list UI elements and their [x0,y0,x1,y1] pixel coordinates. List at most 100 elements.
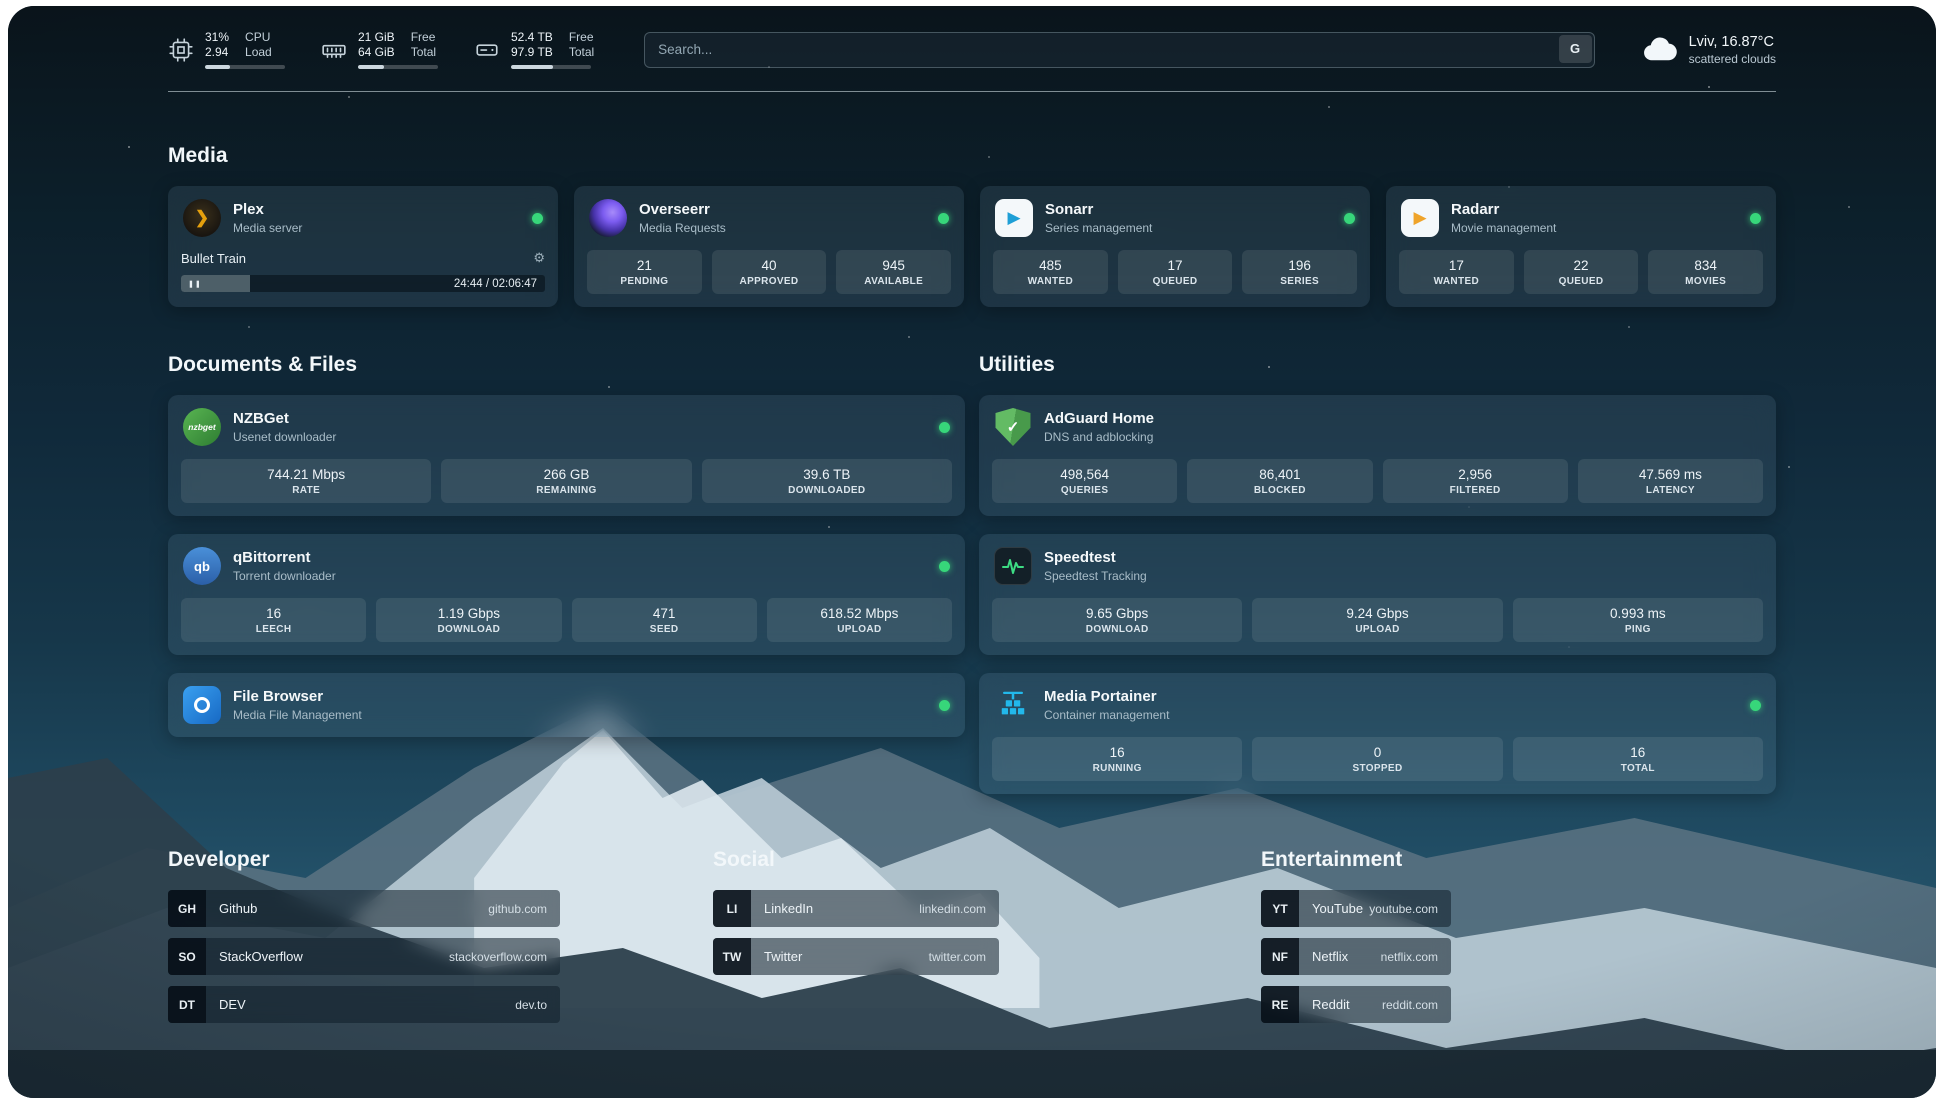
bookmark-github[interactable]: GH Github github.com [168,890,560,927]
app-card-nzbget[interactable]: nzbget NZBGet Usenet downloader 744.21 M… [168,395,965,516]
bookmark-abbr: TW [713,938,751,975]
bookmark-netflix[interactable]: NF Netflix netflix.com [1261,938,1451,975]
developer-section-title: Developer [168,848,270,871]
ram-meter-fill [358,65,385,69]
playback-progress-bar[interactable]: ❚❚ 24:44 / 02:06:47 [181,275,545,292]
section-media: Media ❯ Plex Media server Bullet Tr [168,144,1776,307]
app-card-sonarr[interactable]: ▶ Sonarr Series management 485 WANTED [980,186,1370,307]
stat-download: 1.19 Gbps DOWNLOAD [376,598,562,642]
weather-location: Lviv, 16.87°C [1688,33,1774,50]
search-bar: G [644,31,1595,68]
social-section-title: Social [713,848,775,871]
stat-approved: 40 APPROVED [711,250,827,294]
app-subtitle: Movie management [1451,221,1557,235]
status-dot-online [939,560,950,572]
app-card-plex[interactable]: ❯ Plex Media server Bullet Train ⚙ [168,186,558,307]
status-dot-online [1344,212,1355,224]
stat-available: 945 AVAILABLE [836,250,952,294]
app-name: AdGuard Home [1044,410,1155,427]
bookmark-abbr: NF [1261,938,1299,975]
app-card-adguard[interactable]: ✓ AdGuard Home DNS and adblocking 498,56… [979,395,1776,516]
app-name: qBittorrent [233,549,311,566]
bookmark-group-social: Social LI LinkedIn linkedin.com TW Twitt… [713,848,999,1034]
stat-rate: 744.21 Mbps RATE [181,459,432,503]
cpu-label-bottom: Load [245,45,272,59]
app-card-speedtest[interactable]: Speedtest Speedtest Tracking 9.65 Gbps D… [979,534,1776,655]
ram-meter [358,65,438,69]
cpu-load-value: 2.94 [205,45,229,59]
bookmark-abbr: LI [713,890,751,927]
documents-section-title: Documents & Files [168,353,358,376]
disk-meter [511,65,591,69]
bookmark-url: netflix.com [1380,949,1438,964]
cpu-label-top: CPU [245,30,271,44]
app-card-portainer[interactable]: Media Portainer Container management 16 … [979,673,1776,794]
app-subtitle: Usenet downloader [233,430,337,444]
app-card-overseerr[interactable]: Overseerr Media Requests 21 PENDING 40 A… [574,186,964,307]
status-dot-online [939,421,950,433]
settings-gear-icon[interactable]: ⚙ [533,250,545,265]
stat-downloaded: 39.6 TB DOWNLOADED [701,459,952,503]
disk-icon [474,37,500,63]
bookmark-reddit[interactable]: RE Reddit reddit.com [1261,986,1451,1023]
nzbget-icon: nzbget [183,408,221,446]
qbittorrent-icon: qb [183,547,221,585]
stat-pending: 21 PENDING [587,250,702,294]
nzbget-icon-text: nzbget [188,422,216,432]
disk-widget: 52.4 TB 97.9 TB Free Total [474,30,594,69]
stat-series: 196 SERIES [1242,250,1358,294]
adguard-check-glyph: ✓ [1006,419,1020,436]
bookmark-name: DEV [219,997,246,1012]
qbittorrent-icon-text: qb [194,558,210,574]
radarr-play-glyph: ▶ [1413,208,1427,227]
app-name: Speedtest [1044,549,1116,566]
stat-filtered: 2,956 FILTERED [1382,459,1568,503]
bookmark-name: Reddit [1312,997,1350,1012]
bookmark-abbr: YT [1261,890,1299,927]
ram-total-value: 64 GiB [358,45,395,59]
app-subtitle: DNS and adblocking [1044,430,1154,444]
stat-seed: 471 SEED [571,598,757,642]
bookmark-abbr: SO [168,938,206,975]
bookmark-name: YouTube [1312,901,1364,916]
app-name: Media Portainer [1044,688,1157,705]
bookmark-name: Github [219,901,258,916]
status-dot-online [1750,212,1761,224]
bookmark-dev[interactable]: DT DEV dev.to [168,986,560,1023]
bookmark-stackoverflow[interactable]: SO StackOverflow stackoverflow.com [168,938,560,975]
bookmark-url: youtube.com [1369,901,1438,916]
bookmark-youtube[interactable]: YT YouTube youtube.com [1261,890,1451,927]
search-engine-button[interactable]: G [1558,34,1592,63]
overseerr-icon [589,199,627,237]
app-card-filebrowser[interactable]: File Browser Media File Management [168,673,965,737]
disk-total-value: 97.9 TB [511,45,553,59]
radarr-icon: ▶ [1401,199,1439,237]
stat-upload: 9.24 Gbps UPLOAD [1252,598,1503,642]
app-subtitle: Speedtest Tracking [1044,569,1147,583]
playback-time: 24:44 / 02:06:47 [453,277,537,290]
pause-icon[interactable]: ❚❚ [188,280,202,288]
stat-remaining: 266 GB REMAINING [441,459,692,503]
bookmark-twitter[interactable]: TW Twitter twitter.com [713,938,999,975]
disk-meter-fill [511,65,554,69]
app-card-qbittorrent[interactable]: qb qBittorrent Torrent downloader 16 LEE… [168,534,965,655]
bookmark-abbr: DT [168,986,206,1023]
app-subtitle: Torrent downloader [233,569,336,583]
search-input[interactable] [644,31,1595,68]
bookmark-url: github.com [488,901,547,916]
app-name: File Browser [233,688,324,705]
section-documents: Documents & Files nzbget NZBGet Usenet d… [168,353,965,794]
plex-now-playing: Bullet Train ⚙ ❚❚ 24:44 / 02:06:47 [168,250,558,305]
app-name: Sonarr [1045,201,1094,218]
stat-total: 16 TOTAL [1512,737,1763,781]
dashboard-screen: 31% 2.94 CPU Load [8,6,1936,1098]
app-subtitle: Media server [233,221,303,235]
filebrowser-ring-glyph [194,697,210,713]
cpu-meter [205,65,285,69]
bookmark-url: dev.to [515,997,547,1012]
entertainment-section-title: Entertainment [1261,848,1403,871]
ram-label-bottom: Total [410,45,437,59]
app-subtitle: Series management [1045,221,1153,235]
bookmark-linkedin[interactable]: LI LinkedIn linkedin.com [713,890,999,927]
app-card-radarr[interactable]: ▶ Radarr Movie management 17 WANTED [1386,186,1776,307]
